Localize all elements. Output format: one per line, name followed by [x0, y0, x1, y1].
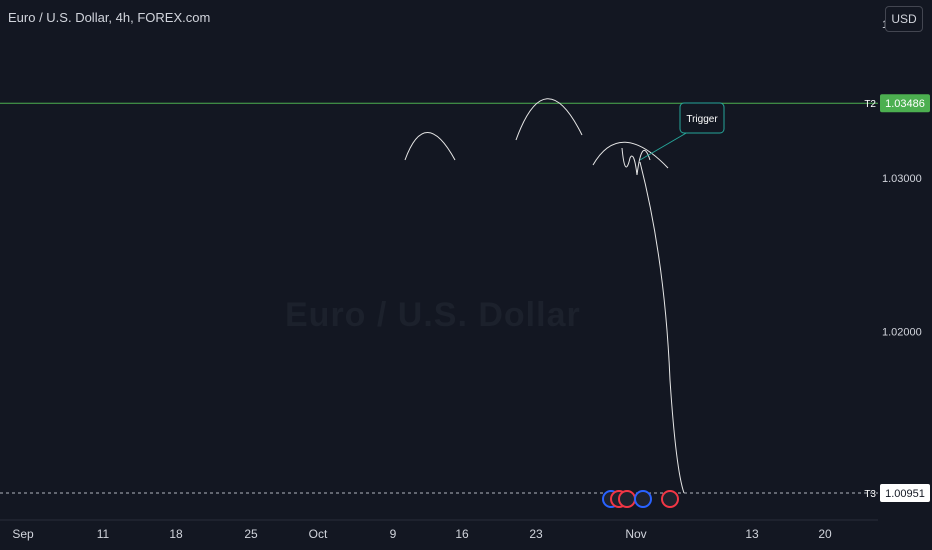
- time-tick-label: 20: [818, 527, 832, 541]
- time-tick-label: 9: [390, 527, 397, 541]
- time-tick-label: Sep: [12, 527, 34, 541]
- event-marker-icon: [661, 490, 679, 508]
- currency-button[interactable]: USD: [885, 6, 923, 32]
- time-tick-label: 13: [745, 527, 759, 541]
- projected-squiggle: [621, 147, 651, 176]
- price-tick-label: 1.02000: [882, 327, 922, 339]
- level-name: T2: [864, 99, 876, 110]
- time-tick-label: 23: [529, 527, 543, 541]
- right-shoulder-arc: [592, 141, 669, 169]
- projected-drop-path: [639, 161, 685, 494]
- time-tick-label: Oct: [309, 527, 328, 541]
- price-label-badge: [880, 484, 930, 502]
- trigger-box: [679, 102, 725, 134]
- price-label-badge: [880, 94, 930, 113]
- time-tick-label: Nov: [625, 527, 646, 541]
- level-labels-layer: 1.07041YO1.068661.0635831 MAY LOW1.06147…: [864, 94, 930, 502]
- symbol-watermark: Euro / U.S. Dollar: [285, 296, 581, 334]
- trigger-pointer: [639, 131, 689, 161]
- time-tick-label: 16: [455, 527, 469, 541]
- event-marker-icon: [618, 490, 636, 508]
- time-tick-label: 11: [97, 527, 110, 541]
- left-shoulder-arc: [404, 132, 456, 161]
- level-lines-layer: [0, 102, 878, 494]
- price-label-value: 1.03486: [885, 98, 925, 110]
- symbol-title[interactable]: Euro / U.S. Dollar, 4h, FOREX.com: [8, 10, 211, 25]
- drawings-layer: Trigger: [404, 98, 725, 508]
- event-marker-icon: [634, 490, 652, 508]
- time-tick-label: 18: [169, 527, 183, 541]
- time-tick-label: 25: [244, 527, 258, 541]
- price-label-value: 1.00951: [885, 488, 925, 500]
- head-arc: [515, 98, 583, 141]
- trigger-label: Trigger: [686, 114, 718, 125]
- price-tick-label: 1.03000: [882, 173, 922, 185]
- level-name: T3: [864, 489, 876, 500]
